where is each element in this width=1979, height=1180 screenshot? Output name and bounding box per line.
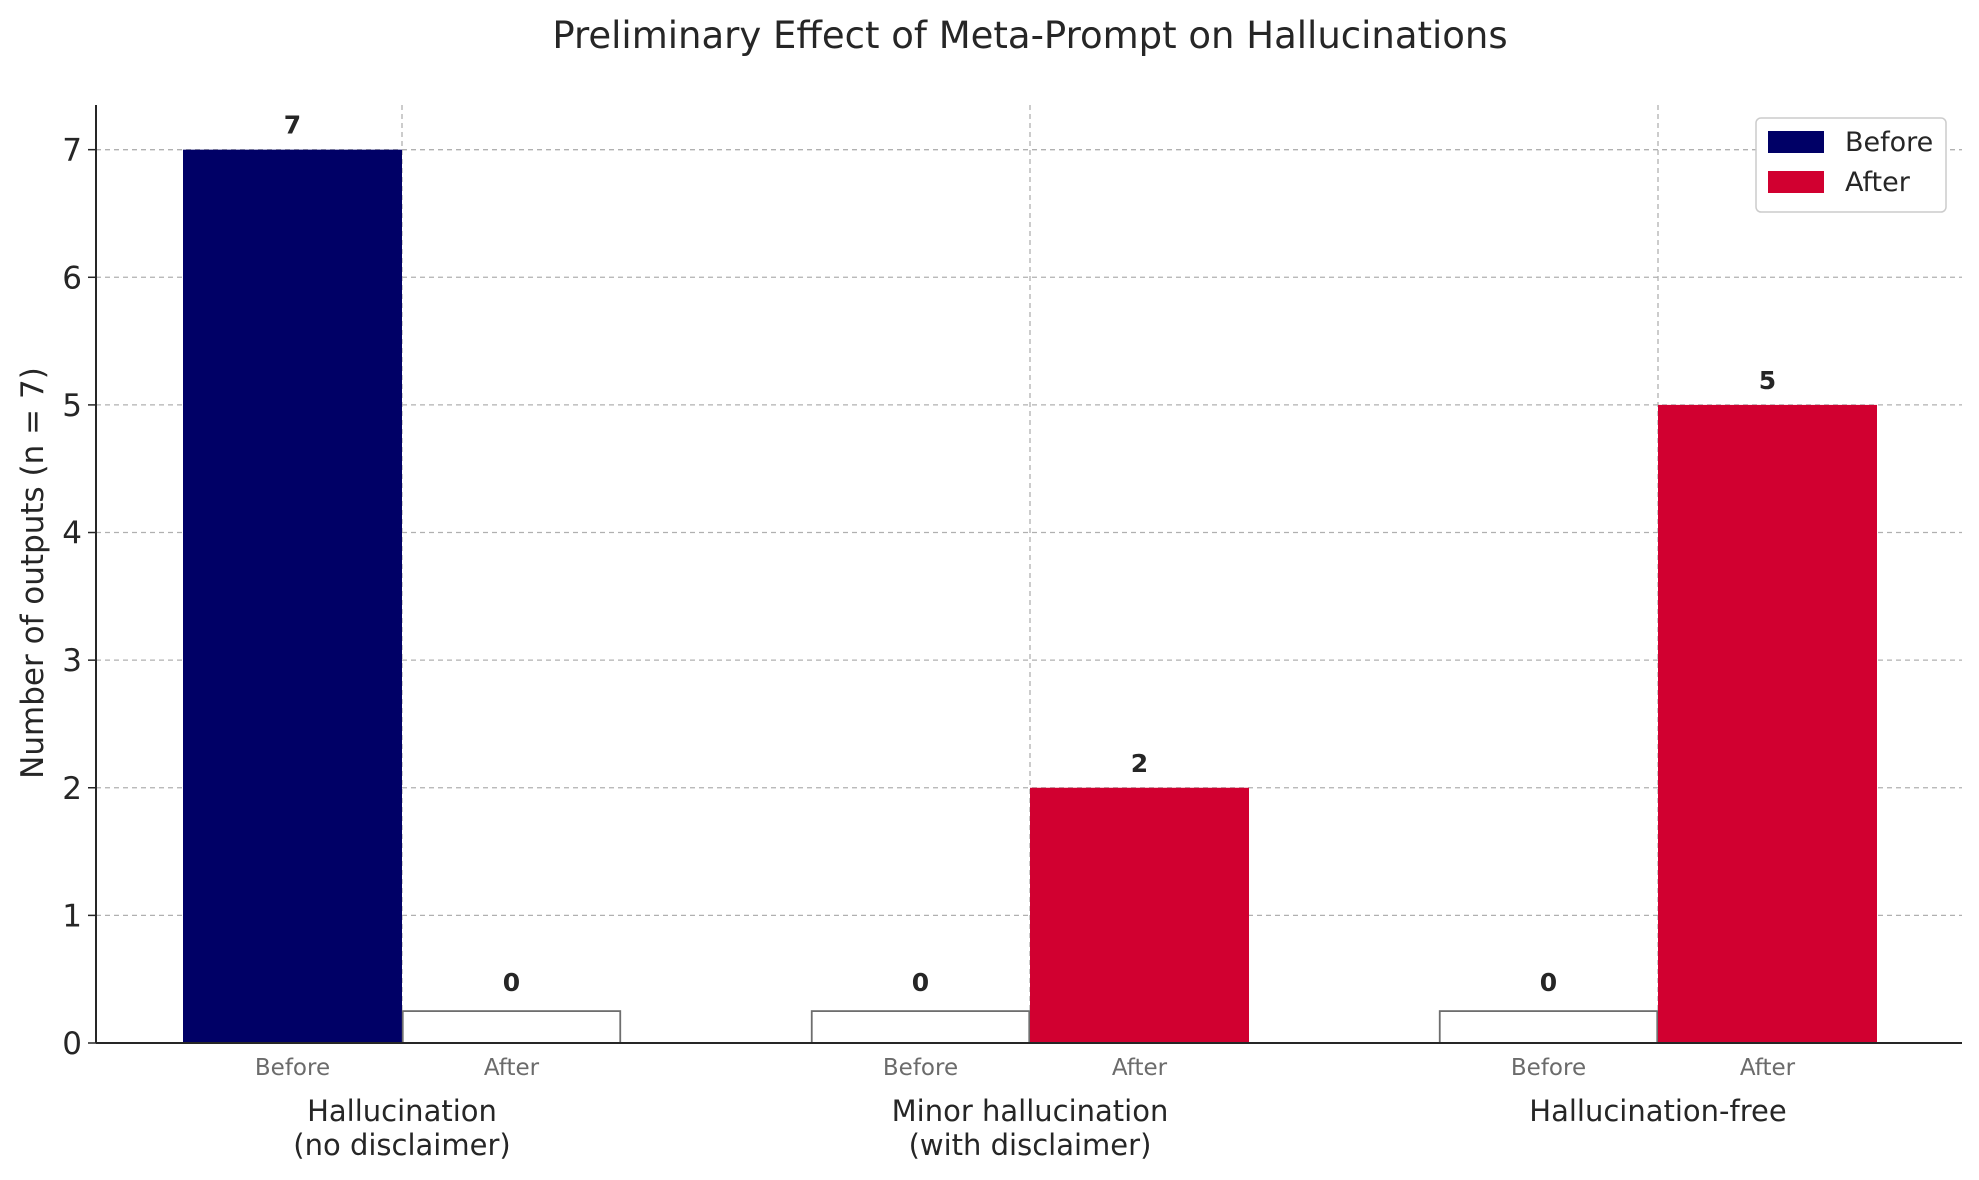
value-label: 0 xyxy=(912,968,929,997)
legend-swatch-before xyxy=(1768,131,1824,153)
y-tick-label: 2 xyxy=(62,771,82,807)
y-tick-label: 0 xyxy=(62,1026,82,1062)
category-label: (with disclaimer) xyxy=(909,1128,1152,1162)
bar-sublabel: Before xyxy=(255,1055,330,1081)
y-tick-label: 3 xyxy=(62,643,82,679)
value-label: 5 xyxy=(1759,366,1776,395)
value-label: 2 xyxy=(1131,749,1148,778)
bars xyxy=(183,149,1877,1044)
bar-before-0 xyxy=(183,149,402,1043)
y-tick-label: 7 xyxy=(62,133,82,169)
value-label: 0 xyxy=(1540,968,1557,997)
bar-sublabel: After xyxy=(484,1055,540,1081)
axes xyxy=(88,105,1962,1044)
y-tick-label: 4 xyxy=(62,516,82,552)
y-tick-label: 1 xyxy=(62,898,82,934)
y-tick-label: 6 xyxy=(62,260,82,296)
bar-before-1-empty xyxy=(810,1010,1031,1044)
bar-sublabel: Before xyxy=(883,1055,958,1081)
labels: 0 1 2 3 4 5 6 7 7 Before 0 After Hallucination(no di… xyxy=(62,111,1795,1162)
legend-label-after: After xyxy=(1845,167,1911,198)
bar-after-2 xyxy=(1658,404,1877,1043)
chart-title: Preliminary Effect of Meta-Prompt on Hal… xyxy=(552,14,1507,57)
legend-swatch-after xyxy=(1768,171,1824,193)
legend: Before After xyxy=(1755,117,1947,213)
bar-sublabel: Before xyxy=(1511,1055,1586,1081)
value-label: 7 xyxy=(284,111,301,140)
y-tick-label: 5 xyxy=(62,388,82,424)
category-label: Hallucination-free xyxy=(1529,1094,1786,1128)
y-axis-label: Number of outputs (n = 7) xyxy=(15,367,51,779)
bar-sublabel: After xyxy=(1112,1055,1168,1081)
bar-before-2-empty xyxy=(1438,1010,1659,1044)
category-label: Minor hallucination xyxy=(892,1094,1169,1128)
value-label: 0 xyxy=(503,968,520,997)
bar-sublabel: After xyxy=(1740,1055,1796,1081)
bar-after-0-empty xyxy=(401,1010,622,1044)
category-label: (no disclaimer) xyxy=(293,1128,510,1162)
category-label: Hallucination xyxy=(307,1094,497,1128)
legend-label-before: Before xyxy=(1845,127,1933,158)
bar-after-1 xyxy=(1030,787,1249,1043)
